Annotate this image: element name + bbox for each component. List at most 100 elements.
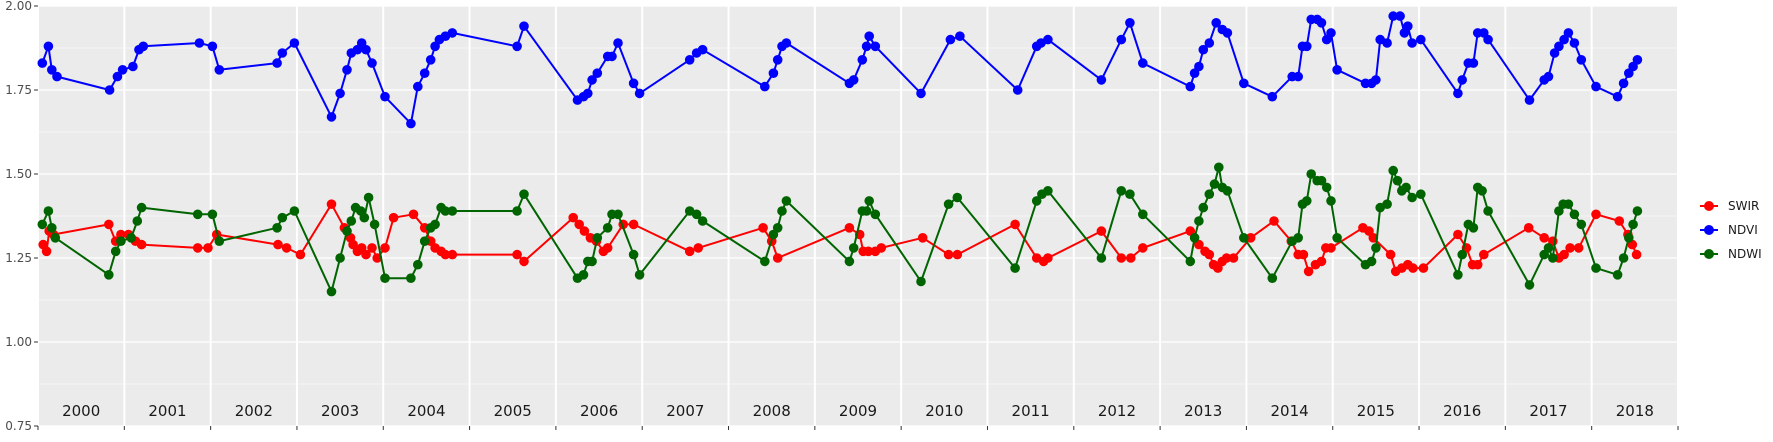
data-point-swir: [1559, 249, 1569, 260]
data-point-swir: [1453, 229, 1463, 240]
data-point-swir: [1043, 253, 1053, 263]
data-point-swir: [1368, 233, 1379, 243]
data-point-ndvi: [781, 38, 792, 48]
data-point-ndwi: [104, 270, 114, 280]
data-point-swir: [1316, 256, 1327, 267]
legend-label: NDWI: [1728, 247, 1762, 261]
series-swir: [38, 199, 1642, 277]
data-point-ndvi: [138, 41, 149, 52]
data-point-ndvi: [1388, 11, 1398, 21]
data-point-ndwi: [1524, 280, 1535, 290]
data-point-ndvi: [419, 68, 430, 78]
data-point-ndvi: [864, 31, 874, 41]
legend-item-ndwi: NDWI: [1700, 247, 1762, 261]
data-point-ndwi: [1388, 165, 1398, 176]
data-point-ndvi: [277, 48, 288, 58]
data-point-swir: [380, 243, 390, 253]
data-point-ndwi: [1382, 199, 1392, 209]
data-point-ndwi: [1477, 186, 1487, 196]
data-point-ndvi: [1543, 71, 1554, 82]
data-point-ndvi: [1457, 75, 1467, 85]
data-point-swir: [602, 243, 613, 253]
data-point-swir: [876, 243, 887, 253]
data-point-ndvi: [1239, 78, 1249, 89]
data-point-ndvi: [207, 41, 218, 52]
data-point-swir: [1245, 233, 1256, 243]
year-label: 2014: [1270, 402, 1308, 420]
data-point-ndwi: [1392, 175, 1403, 186]
data-point-swir: [1573, 243, 1584, 253]
data-point-swir: [1523, 223, 1534, 233]
data-point-ndwi: [419, 236, 430, 246]
data-point-swir: [1204, 249, 1215, 260]
data-point-ndwi: [380, 273, 390, 284]
year-label: 2016: [1443, 402, 1481, 420]
data-point-ndwi: [277, 212, 288, 223]
data-point-ndwi: [592, 233, 603, 243]
year-label: 2011: [1012, 402, 1050, 420]
data-point-ndwi: [1624, 233, 1634, 243]
data-point-ndwi: [848, 243, 859, 253]
year-label: 2017: [1529, 402, 1567, 420]
data-point-ndvi: [1563, 28, 1574, 38]
data-point-ndvi: [1267, 91, 1278, 102]
data-point-swir: [917, 233, 928, 243]
year-label: 2003: [321, 402, 359, 420]
data-point-swir: [447, 249, 458, 260]
legend-key-point: [1704, 225, 1714, 235]
data-point-ndvi: [1416, 34, 1426, 45]
data-point-swir: [568, 212, 578, 223]
data-point-ndwi: [1401, 182, 1411, 193]
data-point-ndwi: [578, 270, 589, 280]
y-tick-label: 1.50: [5, 167, 32, 181]
data-point-swir: [1116, 253, 1127, 263]
data-point-ndvi: [425, 55, 436, 65]
data-point-swir: [1385, 249, 1396, 260]
data-point-ndwi: [447, 206, 458, 216]
data-point-ndvi: [37, 58, 48, 68]
data-point-swir: [863, 246, 874, 257]
data-point-ndvi: [592, 68, 603, 78]
data-point-ndwi: [1302, 196, 1312, 206]
data-point-swir: [952, 249, 963, 260]
data-point-swir: [1479, 249, 1489, 260]
data-point-ndwi: [1371, 243, 1381, 253]
data-point-ndvi: [52, 71, 62, 82]
data-point-ndwi: [1031, 196, 1042, 206]
data-point-ndvi: [1591, 81, 1601, 92]
data-point-ndvi: [1403, 21, 1413, 32]
year-label: 2013: [1184, 402, 1222, 420]
y-tick-label: 1.75: [5, 83, 32, 97]
year-label: 2012: [1098, 402, 1136, 420]
legend-label: SWIR: [1728, 199, 1759, 213]
data-point-ndwi: [1125, 189, 1135, 199]
data-point-ndwi: [1618, 253, 1629, 263]
data-point-ndvi: [1125, 18, 1135, 28]
data-point-ndwi: [1453, 270, 1463, 280]
data-point-ndwi: [952, 192, 963, 203]
data-point-ndvi: [512, 41, 522, 52]
data-point-ndvi: [1138, 58, 1148, 68]
data-point-ndvi: [955, 31, 965, 41]
legend: SWIR NDVI NDWI: [1700, 199, 1762, 261]
data-point-ndvi: [768, 68, 779, 78]
data-point-ndvi: [413, 81, 423, 92]
data-point-ndwi: [207, 209, 218, 220]
data-point-ndvi: [1185, 81, 1196, 92]
data-point-ndwi: [110, 246, 121, 257]
data-point-ndwi: [1222, 186, 1233, 196]
data-point-swir: [1303, 266, 1314, 277]
data-point-ndvi: [326, 112, 337, 122]
year-label: 2009: [839, 402, 877, 420]
data-point-ndwi: [126, 233, 136, 243]
data-point-ndwi: [613, 209, 623, 220]
series-ndvi: [37, 11, 1643, 129]
year-label: 2000: [62, 402, 100, 420]
data-point-ndvi: [1012, 85, 1023, 95]
data-point-ndwi: [634, 270, 645, 280]
data-point-swir: [136, 239, 147, 250]
data-point-ndwi: [1198, 202, 1209, 213]
data-point-ndvi: [406, 118, 416, 129]
data-point-ndvi: [367, 58, 377, 68]
data-point-ndvi: [214, 65, 225, 75]
